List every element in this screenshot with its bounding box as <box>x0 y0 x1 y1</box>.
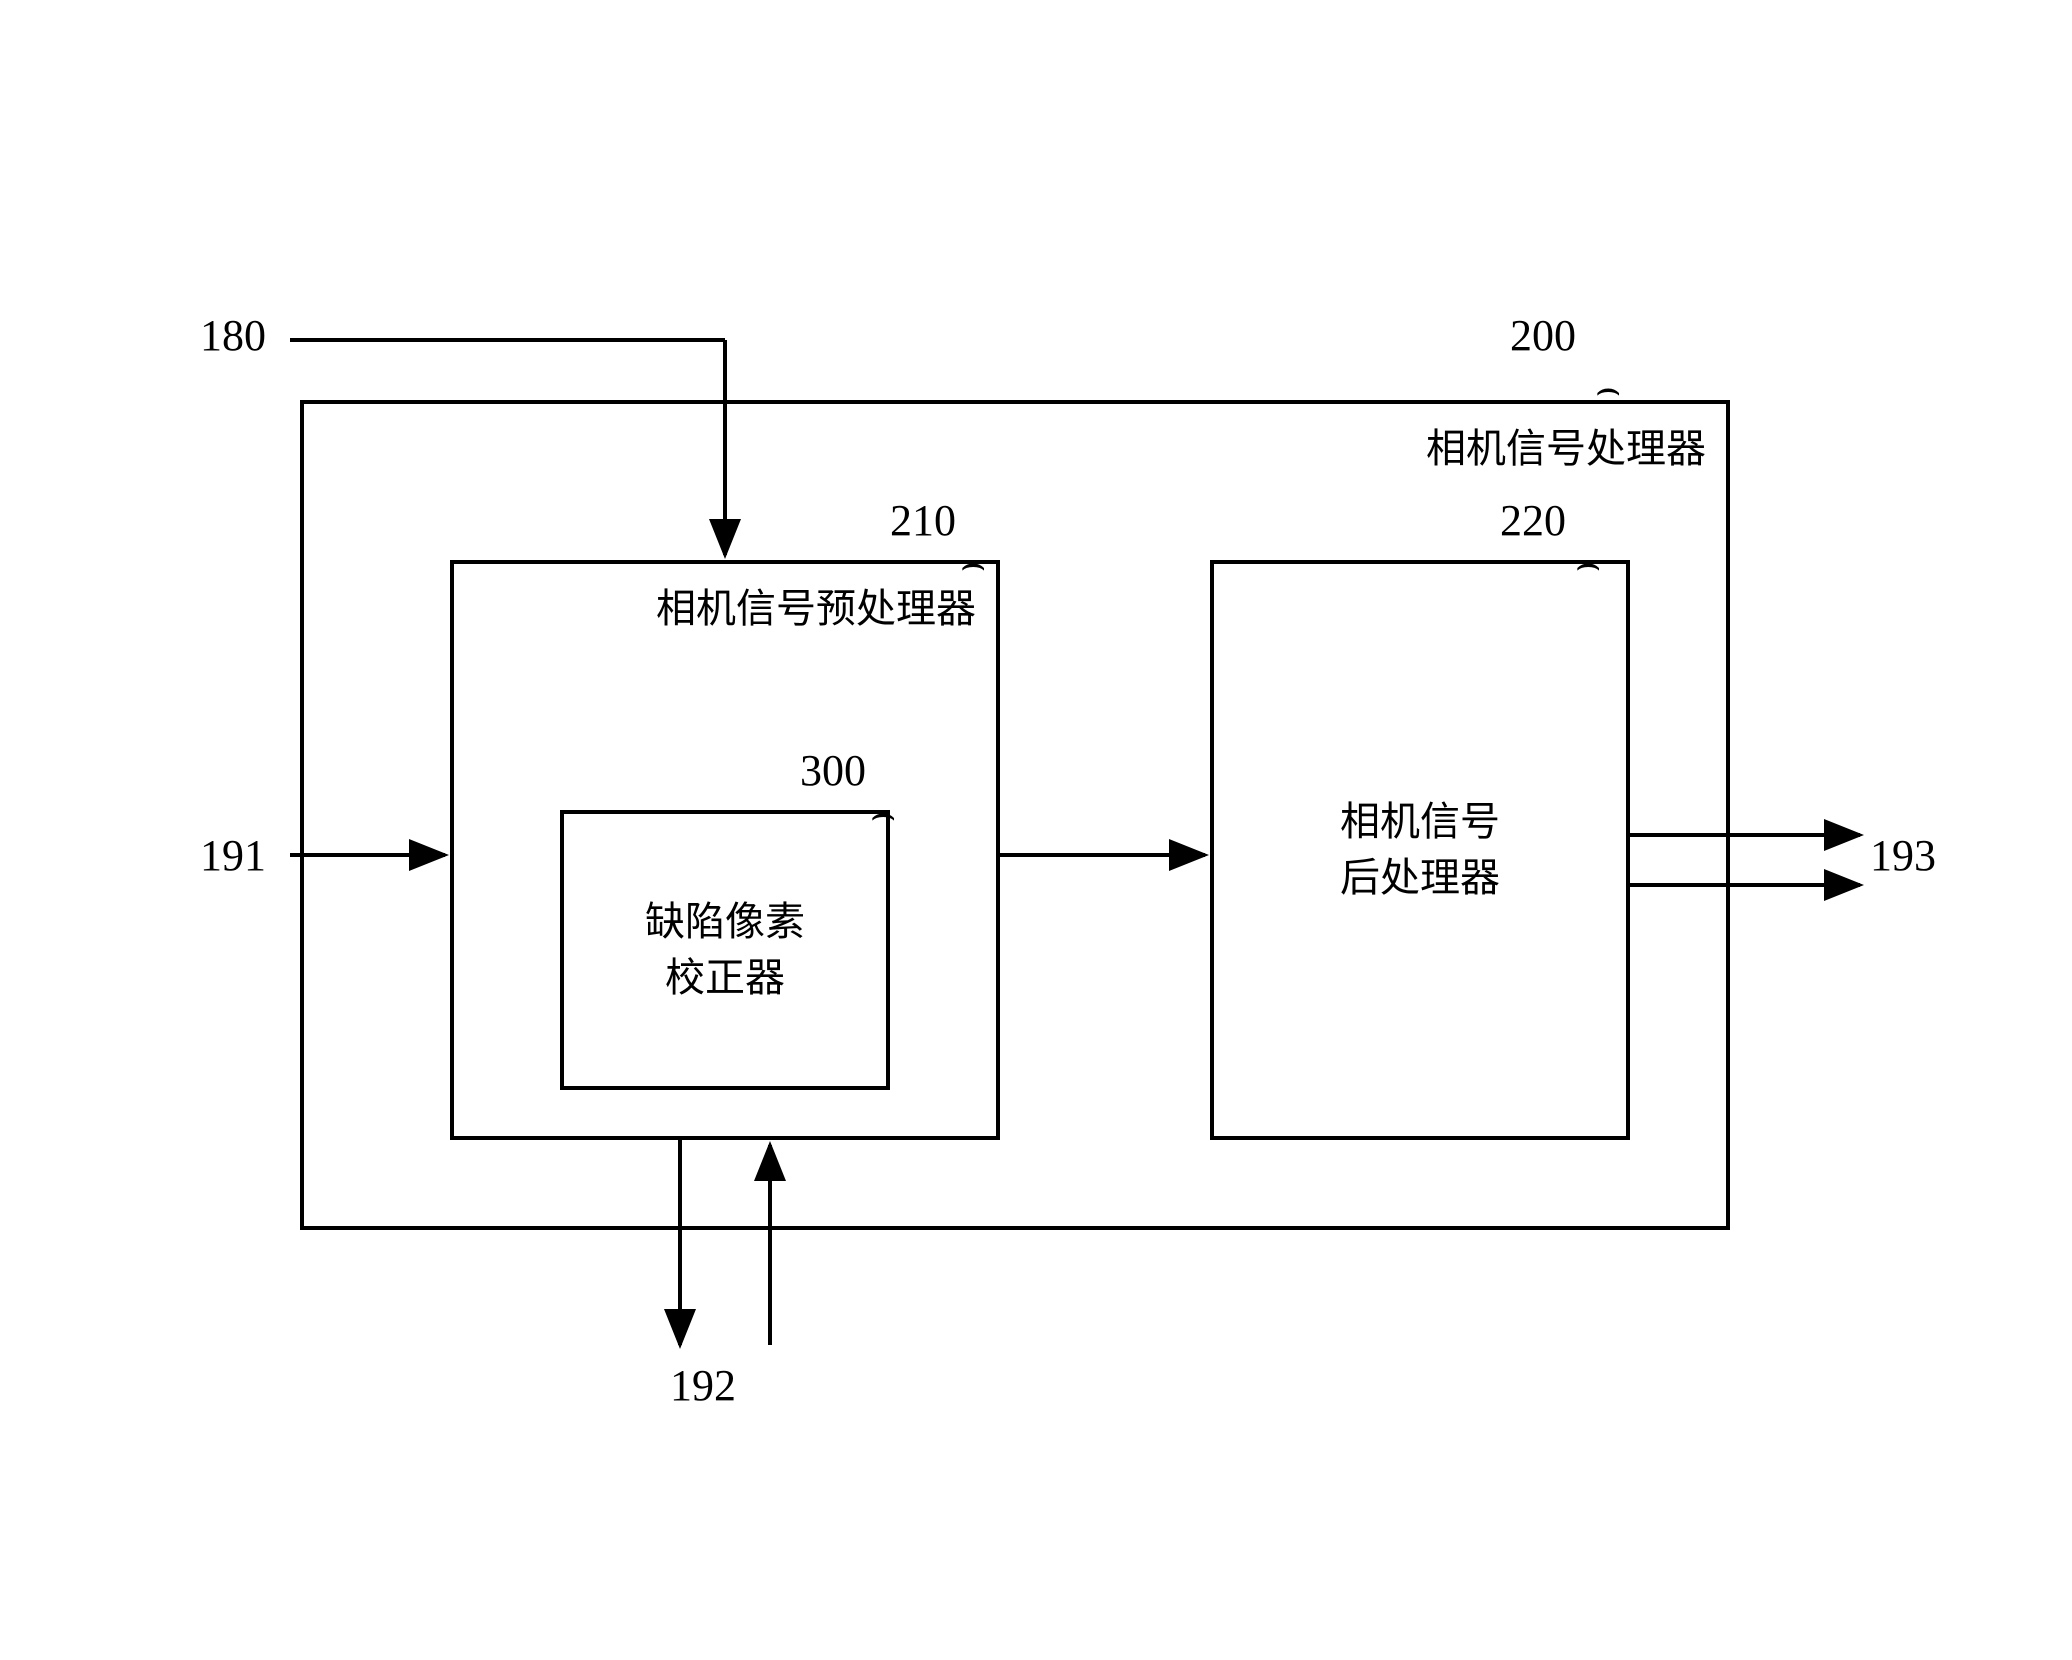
label-220: 220 <box>1500 495 1566 546</box>
label-200: 200 <box>1510 310 1576 361</box>
outer-box-label: 相机信号处理器 <box>1426 416 1706 474</box>
tilde-210: ⌢ <box>960 540 986 587</box>
label-180: 180 <box>200 310 266 361</box>
preproc-box-label: 相机信号预处理器 <box>656 576 976 634</box>
label-300: 300 <box>800 745 866 796</box>
corrector-box: 缺陷像素 校正器 <box>560 810 890 1090</box>
label-191: 191 <box>200 830 266 881</box>
label-193: 193 <box>1870 830 1936 881</box>
label-210: 210 <box>890 495 956 546</box>
tilde-220: ⌢ <box>1575 540 1601 587</box>
corrector-line2: 校正器 <box>665 950 785 1006</box>
tilde-300: ⌢ <box>870 790 896 837</box>
corrector-line1: 缺陷像素 <box>645 894 805 950</box>
label-192: 192 <box>670 1360 736 1411</box>
tilde-200: ⌢ <box>1595 365 1621 412</box>
postproc-box: 相机信号 后处理器 <box>1210 560 1630 1140</box>
postproc-line2: 后处理器 <box>1340 850 1500 906</box>
postproc-line1: 相机信号 <box>1340 794 1500 850</box>
